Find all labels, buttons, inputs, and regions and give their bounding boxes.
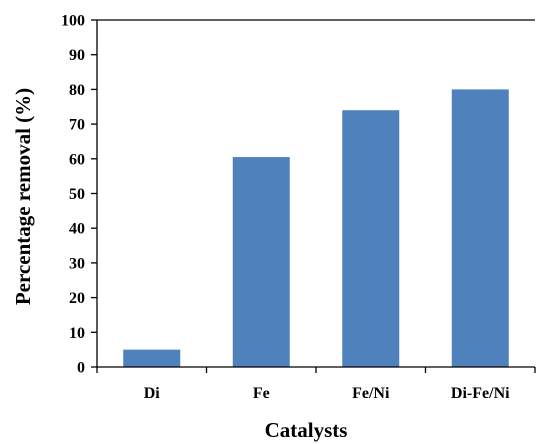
- y-tick-label: 10: [69, 325, 85, 342]
- x-tick-label: Di: [144, 385, 161, 402]
- y-tick-label: 70: [69, 117, 85, 134]
- y-tick-label: 100: [61, 13, 85, 30]
- bar-di-fe-ni: [451, 89, 509, 368]
- y-tick-label: 40: [69, 221, 85, 238]
- y-tick-label: 90: [69, 47, 85, 64]
- y-axis-ticks: 0 10 20 30 40 50 60 70 80 90 100: [61, 13, 97, 377]
- y-tick-label: 50: [69, 186, 85, 203]
- x-tick-label: Fe/Ni: [352, 385, 390, 402]
- x-axis-ticks: Di Fe Fe/Ni Di-Fe/Ni: [96, 367, 536, 402]
- y-tick-label: 60: [69, 151, 85, 168]
- x-tick-label: Di-Fe/Ni: [451, 385, 510, 402]
- y-tick-label: 30: [69, 255, 85, 272]
- y-axis-title: Percentage removal (%): [11, 88, 35, 305]
- bar-di: [123, 349, 181, 367]
- bars-group: [123, 89, 509, 368]
- bar-fe-ni: [342, 110, 400, 367]
- y-tick-label: 20: [69, 290, 85, 307]
- x-tick-label: Fe: [253, 385, 270, 402]
- y-tick-label: 0: [77, 360, 85, 377]
- y-tick-label: 80: [69, 82, 85, 99]
- bar-fe: [232, 157, 290, 367]
- x-axis-title: Catalysts: [265, 418, 348, 442]
